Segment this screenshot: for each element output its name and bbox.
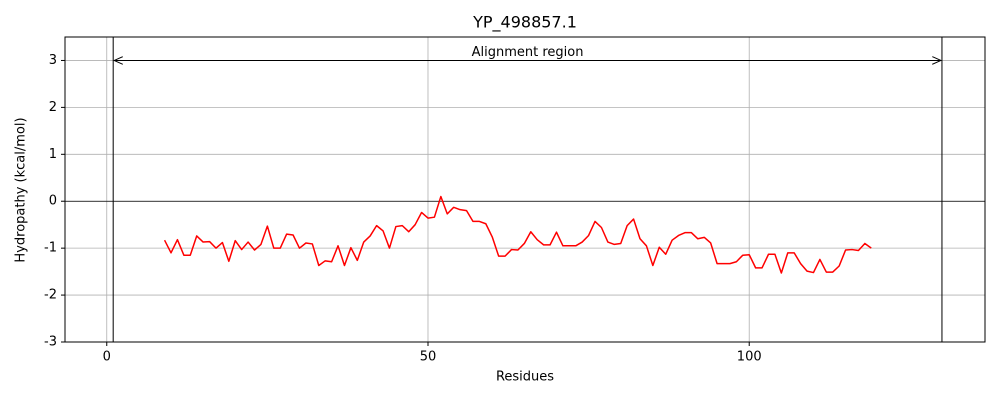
x-axis-label: Residues bbox=[496, 370, 554, 385]
x-tick-label: 0 bbox=[103, 350, 111, 365]
y-tick-label: 2 bbox=[49, 100, 57, 115]
x-tick-label: 100 bbox=[737, 350, 762, 365]
y-tick-label: -1 bbox=[44, 241, 57, 256]
y-tick-label: 3 bbox=[49, 53, 57, 68]
region-label: Alignment region bbox=[472, 45, 584, 60]
y-tick-label: -2 bbox=[44, 288, 57, 303]
y-tick-label: -3 bbox=[44, 335, 57, 350]
chart-title: YP_498857.1 bbox=[472, 13, 577, 33]
y-tick-label: 0 bbox=[49, 194, 57, 209]
x-tick-label: 50 bbox=[420, 350, 437, 365]
data-line bbox=[163, 195, 872, 274]
y-axis-label: Hydropathy (kcal/mol) bbox=[14, 117, 29, 262]
plot-frame bbox=[64, 36, 986, 343]
y-tick-label: 1 bbox=[49, 147, 57, 162]
